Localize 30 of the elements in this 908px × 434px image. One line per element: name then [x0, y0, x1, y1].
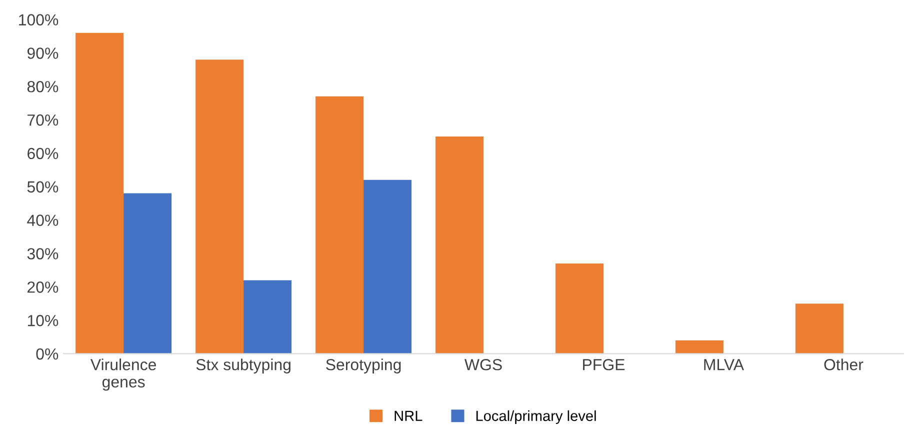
x-tick-label: Virulence genes	[90, 358, 156, 391]
legend-label: NRL	[394, 410, 422, 421]
bar	[244, 280, 292, 354]
y-tick-label: 10%	[28, 314, 58, 326]
y-tick-label: 40%	[27, 214, 58, 226]
x-tick-label: Serotyping	[326, 358, 401, 374]
bar	[364, 180, 412, 354]
y-tick-label: 90%	[27, 48, 58, 59]
bar	[795, 304, 844, 354]
x-tick-label: MLVA	[704, 359, 744, 370]
x-tick-label: WGS	[464, 358, 502, 370]
y-tick-label: 50%	[27, 181, 58, 193]
x-tick-label: PFGE	[583, 358, 625, 370]
x-tick-label: Other	[824, 358, 864, 370]
bar	[124, 193, 172, 354]
bar	[196, 60, 244, 354]
x-tick-label: Stx subtyping	[196, 358, 290, 374]
y-tick-label: 60%	[28, 148, 58, 160]
y-tick-label: 20%	[28, 282, 58, 293]
bar	[675, 340, 724, 354]
legend-label: Local/primary level	[476, 410, 596, 424]
bar	[436, 136, 484, 354]
bar	[316, 96, 364, 354]
y-tick-label: 100%	[19, 14, 58, 26]
y-tick-label: 80%	[27, 81, 58, 92]
bar	[556, 263, 604, 354]
y-tick-label: 30%	[27, 248, 58, 260]
y-tick-label: 0%	[36, 348, 58, 360]
bar	[76, 32, 124, 354]
y-tick-label: 70%	[28, 114, 58, 126]
